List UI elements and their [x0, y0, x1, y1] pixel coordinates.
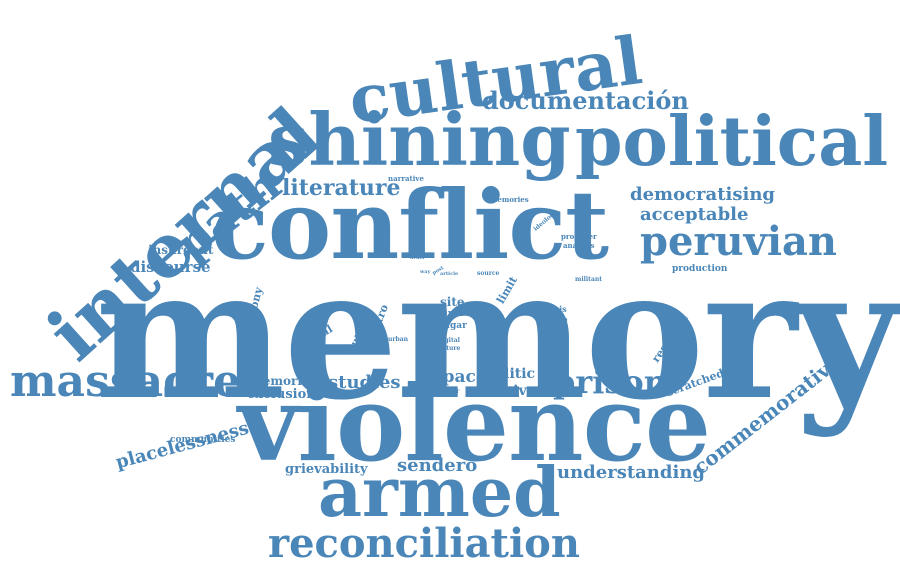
- word-memories: memories: [490, 195, 529, 204]
- word-insurgent: insurgent: [148, 243, 214, 257]
- word-militant: militant: [575, 276, 602, 283]
- word-understanding: understanding: [557, 462, 705, 483]
- word-narrative: narrative: [388, 174, 424, 183]
- word-site: site: [440, 295, 465, 309]
- word-digital: digital: [438, 337, 460, 344]
- word-literary: literary: [540, 334, 569, 343]
- word-armed: armed: [318, 453, 561, 533]
- word-democratising: democratising: [630, 184, 775, 205]
- word-nature: nature: [438, 345, 461, 352]
- word-lugar: lugar: [440, 321, 467, 331]
- word-article: article: [440, 271, 459, 277]
- word-space: space: [433, 367, 487, 387]
- word-politic: politic: [485, 366, 536, 382]
- word-reconciliation: reconciliation: [268, 520, 580, 564]
- word-archive: archive: [478, 383, 536, 399]
- word-shining: shining: [268, 97, 571, 182]
- word-grievability: grievability: [285, 462, 368, 477]
- word-analysis: analysis: [563, 241, 595, 250]
- word-political: political: [575, 102, 889, 182]
- word-fronton: frontón: [538, 326, 568, 335]
- word-studies: studies: [328, 372, 401, 393]
- word-memoria: memoria: [250, 374, 310, 388]
- word-broader: broader: [433, 388, 460, 395]
- word-prison: prison: [553, 363, 668, 401]
- word-literature: literature: [282, 175, 401, 201]
- word-acceptable: acceptable: [640, 204, 749, 225]
- word-massacre: massacre: [10, 356, 242, 407]
- word-communities: communities: [170, 435, 236, 445]
- word-order: order: [410, 255, 426, 261]
- word-documentacion: documentación: [482, 86, 689, 115]
- word-thesis: thesis: [540, 304, 567, 314]
- word-peruvian: peruvian: [640, 218, 838, 265]
- word-lima: lima: [441, 309, 464, 319]
- word-urban: urban: [388, 336, 408, 343]
- word-conflict: conflict: [211, 170, 609, 281]
- word-way: way: [420, 269, 431, 275]
- word-memory: memory: [95, 229, 900, 440]
- word-exclusion: exclusion: [247, 387, 316, 402]
- word-violence: violence: [238, 362, 711, 485]
- word-state: state: [540, 315, 568, 326]
- word-production: production: [672, 264, 728, 274]
- word-source: source: [477, 270, 500, 277]
- word-sendero: sendero: [397, 455, 478, 476]
- word-producer: producer: [561, 232, 597, 241]
- word-discourse: discourse: [130, 258, 211, 276]
